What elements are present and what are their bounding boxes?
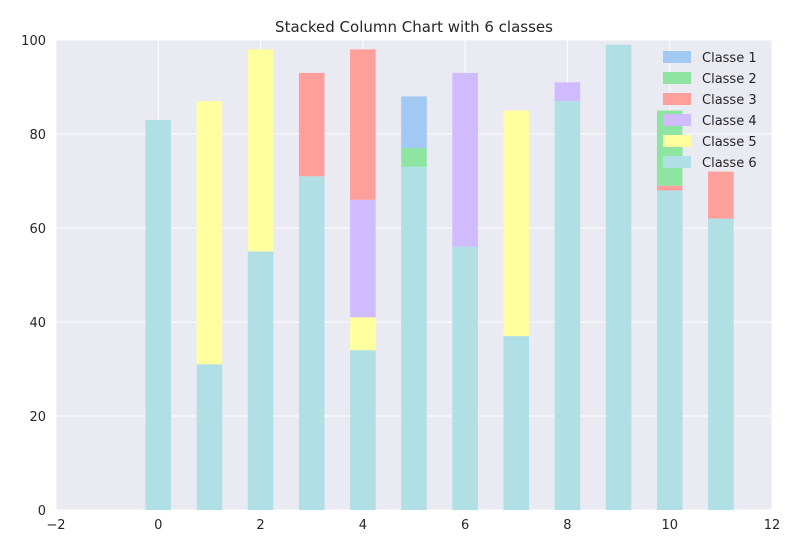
y-tick-label: 60: [29, 222, 46, 237]
legend-swatch: [663, 135, 691, 147]
legend-swatch: [663, 72, 691, 84]
bar-classe-6-x8: [554, 101, 581, 510]
y-tick-label: 0: [38, 504, 46, 519]
bar-classe-3-x3: [298, 72, 325, 177]
bar-classe-2-x5: [401, 148, 427, 167]
x-tick-label: 2: [256, 518, 264, 533]
bar-classe-3-x10: [656, 185, 683, 191]
bar-classe-4-x4: [350, 199, 376, 318]
bar-classe-6-x9: [605, 44, 632, 510]
bar-classe-5-x4: [350, 317, 376, 351]
y-tick-label: 100: [21, 34, 46, 49]
legend-label: Classe 6: [702, 156, 757, 171]
x-tick-label: 10: [661, 518, 678, 533]
bar-classe-5-x2: [247, 49, 274, 252]
legend-label: Classe 2: [702, 72, 757, 87]
bar-classe-5-x1: [196, 101, 223, 365]
y-tick-label: 80: [29, 128, 46, 143]
legend-swatch: [663, 93, 691, 105]
x-axis-ticks: −2 0 2 4 6 8 10 12: [46, 518, 780, 533]
y-tick-label: 20: [29, 410, 46, 425]
bar-classe-6-x5: [401, 166, 427, 510]
bar-classe-4-x8: [554, 82, 581, 102]
x-tick-label: 6: [461, 518, 469, 533]
bar-classe-6-x0: [145, 119, 172, 511]
legend-swatch: [663, 114, 691, 126]
y-tick-label: 40: [29, 316, 46, 331]
x-tick-label: 8: [563, 518, 571, 533]
x-tick-label: −2: [46, 518, 65, 533]
bar-classe-4-x6: [452, 72, 478, 247]
legend: Classe 1 Classe 2 Classe 3 Classe 4 Classe 5…: [663, 51, 757, 171]
legend-label: Classe 1: [702, 51, 757, 66]
x-tick-label: 12: [764, 518, 781, 533]
x-tick-label: 0: [154, 518, 162, 533]
bar-classe-1-x5: [401, 96, 427, 149]
bar-classe-6-x1: [196, 364, 223, 510]
bar-classe-6-x6: [452, 246, 478, 511]
legend-label: Classe 4: [702, 114, 757, 129]
chart-title: Stacked Column Chart with 6 classes: [275, 18, 553, 36]
bar-classe-6-x3: [298, 176, 325, 511]
bar-classe-3-x4: [350, 49, 376, 200]
legend-label: Classe 3: [702, 93, 757, 108]
y-axis-ticks: 0 20 40 60 80 100: [21, 34, 46, 519]
bar-classe-6-x10: [656, 190, 683, 510]
bar-classe-6-x7: [503, 336, 530, 510]
x-tick-label: 4: [359, 518, 367, 533]
bar-classe-5-x7: [503, 110, 530, 337]
legend-label: Classe 5: [702, 135, 757, 150]
legend-swatch: [663, 51, 691, 63]
bar-classe-3-x11: [708, 171, 734, 219]
bar-classe-6-x11: [708, 218, 734, 510]
bar-classe-6-x2: [247, 251, 274, 510]
legend-swatch: [663, 156, 691, 168]
bar-classe-6-x4: [350, 350, 376, 510]
bars: [145, 44, 734, 511]
